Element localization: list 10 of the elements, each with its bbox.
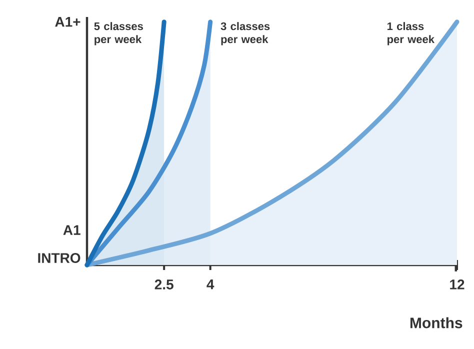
series-label: 1 class per week bbox=[387, 22, 434, 46]
x-tick-label: 2.5 bbox=[154, 280, 174, 290]
series-label: 5 classes per week bbox=[94, 22, 143, 46]
x-axis-title: Months bbox=[410, 317, 462, 328]
x-tick-label: 4 bbox=[206, 280, 214, 290]
x-tick-label: 12 bbox=[450, 280, 464, 290]
series-label: 3 classes per week bbox=[220, 22, 270, 46]
text: A1 bbox=[63, 225, 80, 235]
text: A1+ bbox=[55, 17, 80, 27]
text: INTRO bbox=[38, 253, 80, 263]
